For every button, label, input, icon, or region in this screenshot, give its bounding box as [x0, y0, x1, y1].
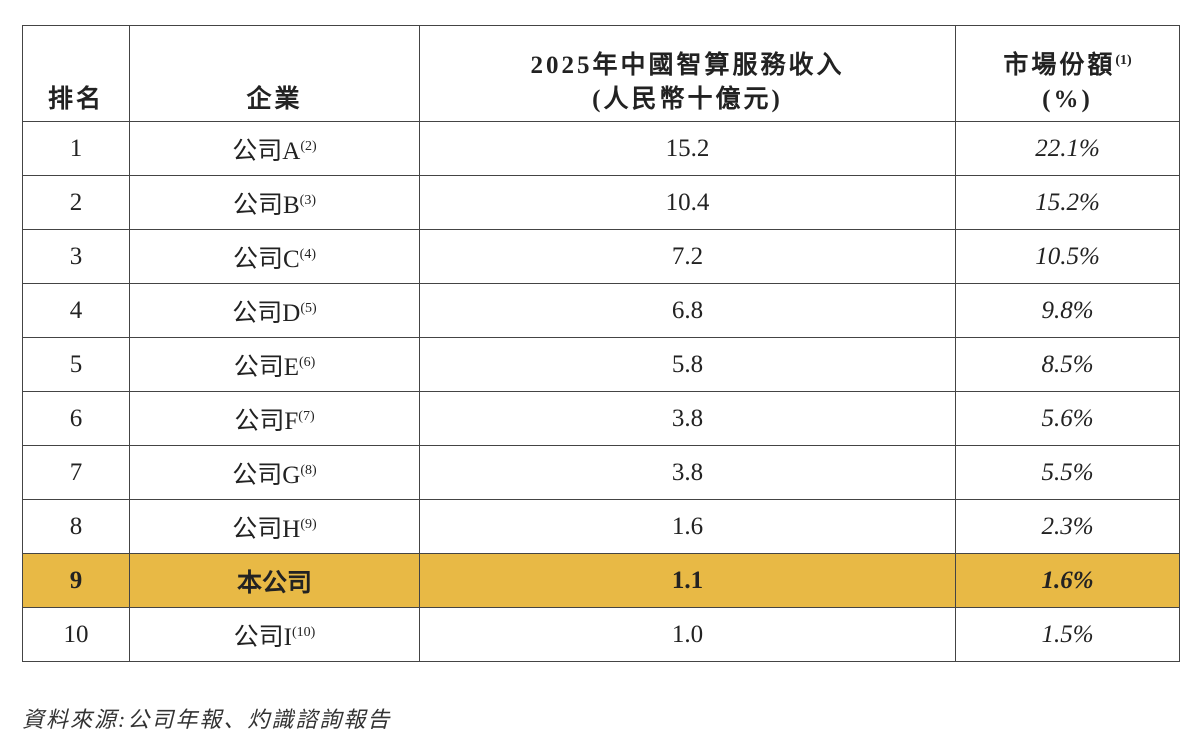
company-cell: 公司D(5) [129, 283, 420, 338]
revenue-cell: 1.1 [419, 553, 956, 608]
table-row: 6 公司F(7) 3.8 5.6% [22, 391, 1180, 446]
footnote-mark: (1) [1115, 53, 1132, 68]
footnote-mark: (9) [300, 516, 317, 532]
revenue-cell: 10.4 [419, 175, 956, 230]
share-cell: 10.5% [955, 229, 1180, 284]
header-text: 2025年中國智算服務收入 [530, 52, 845, 79]
footnote-mark: (6) [298, 354, 316, 370]
footnote-mark: (5) [300, 300, 317, 316]
company-cell: 公司C(4) [129, 229, 420, 284]
footnote-mark: (2) [300, 138, 317, 154]
rank-cell: 1 [22, 121, 130, 176]
footnote-mark: (7) [298, 408, 315, 424]
rank-cell: 10 [22, 607, 130, 662]
company-name: 公司C [232, 245, 300, 273]
footnote-mark: (10) [292, 624, 316, 640]
header-text: 企業 [246, 86, 303, 113]
share-cell: 8.5% [955, 337, 1180, 392]
company-name: 公司G [232, 461, 301, 489]
table-row: 2 公司B(3) 10.4 15.2% [22, 175, 1180, 230]
company-cell: 本公司 [129, 553, 420, 608]
company-name: 公司B [232, 191, 300, 219]
table-row: 8 公司H(9) 1.6 2.3% [22, 499, 1180, 554]
table-row: 5 公司E(6) 5.8 8.5% [22, 337, 1180, 392]
rank-cell: 3 [22, 229, 130, 284]
column-header: 排名 [22, 25, 130, 122]
share-cell: 9.8% [955, 283, 1180, 338]
company-cell: 公司H(9) [129, 499, 420, 554]
share-cell: 22.1% [955, 121, 1180, 176]
revenue-cell: 1.6 [419, 499, 956, 554]
rank-cell: 2 [22, 175, 130, 230]
footnote-mark: (3) [299, 192, 316, 208]
company-name: 公司D [232, 299, 301, 327]
rank-cell: 8 [22, 499, 130, 554]
header-text: 市場份額 [1003, 52, 1116, 79]
column-header: 2025年中國智算服務收入 (人民幣十億元) [419, 25, 956, 122]
rank-cell: 4 [22, 283, 130, 338]
source-note: 資料來源:公司年報、灼識諮詢報告 [22, 707, 392, 732]
share-cell: 15.2% [955, 175, 1180, 230]
revenue-cell: 6.8 [419, 283, 956, 338]
share-cell: 2.3% [955, 499, 1180, 554]
company-name: 公司I [233, 623, 292, 651]
table-row: 3 公司C(4) 7.2 10.5% [22, 229, 1180, 284]
table-row: 9 本公司 1.1 1.6% [22, 553, 1180, 608]
column-header: 企業 [129, 25, 420, 122]
footnote-mark: (8) [300, 462, 317, 478]
column-header: 市場份額(1) (%) [955, 25, 1180, 122]
revenue-cell: 5.8 [419, 337, 956, 392]
company-name: 本公司 [236, 569, 312, 597]
rank-cell: 7 [22, 445, 130, 500]
ranking-table: 排名 企業 2025年中國智算服務收入 (人民幣十億元) 市場份額(1) (%) 1 公司A… [22, 25, 1180, 662]
header-unit: (人民幣十億元) [592, 86, 783, 113]
table-row: 4 公司D(5) 6.8 9.8% [22, 283, 1180, 338]
company-name: 公司H [232, 515, 301, 543]
table-row: 10 公司I(10) 1.0 1.5% [22, 607, 1180, 662]
company-cell: 公司E(6) [129, 337, 420, 392]
rank-cell: 9 [22, 553, 130, 608]
revenue-cell: 15.2 [419, 121, 956, 176]
header-text: 排名 [47, 86, 104, 113]
rank-cell: 5 [22, 337, 130, 392]
company-cell: 公司I(10) [129, 607, 420, 662]
company-cell: 公司G(8) [129, 445, 420, 500]
company-cell: 公司F(7) [129, 391, 420, 446]
share-cell: 1.5% [955, 607, 1180, 662]
company-cell: 公司B(3) [129, 175, 420, 230]
company-name: 公司E [233, 353, 299, 381]
revenue-cell: 3.8 [419, 445, 956, 500]
revenue-cell: 3.8 [419, 391, 956, 446]
header-unit: (%) [1042, 86, 1093, 113]
table-body: 1 公司A(2) 15.2 22.1% 2 公司B(3) 10.4 15.2% 3 公司C(4) 7… [22, 121, 1180, 662]
header-row: 排名 企業 2025年中國智算服務收入 (人民幣十億元) 市場份額(1) (%) [22, 25, 1180, 122]
company-name: 公司F [234, 407, 299, 435]
share-cell: 1.6% [955, 553, 1180, 608]
share-cell: 5.5% [955, 445, 1180, 500]
share-cell: 5.6% [955, 391, 1180, 446]
table-row: 1 公司A(2) 15.2 22.1% [22, 121, 1180, 176]
revenue-cell: 7.2 [419, 229, 956, 284]
company-name: 公司A [232, 137, 301, 165]
footnote-mark: (4) [299, 246, 316, 262]
rank-cell: 6 [22, 391, 130, 446]
company-cell: 公司A(2) [129, 121, 420, 176]
revenue-cell: 1.0 [419, 607, 956, 662]
table-row: 7 公司G(8) 3.8 5.5% [22, 445, 1180, 500]
